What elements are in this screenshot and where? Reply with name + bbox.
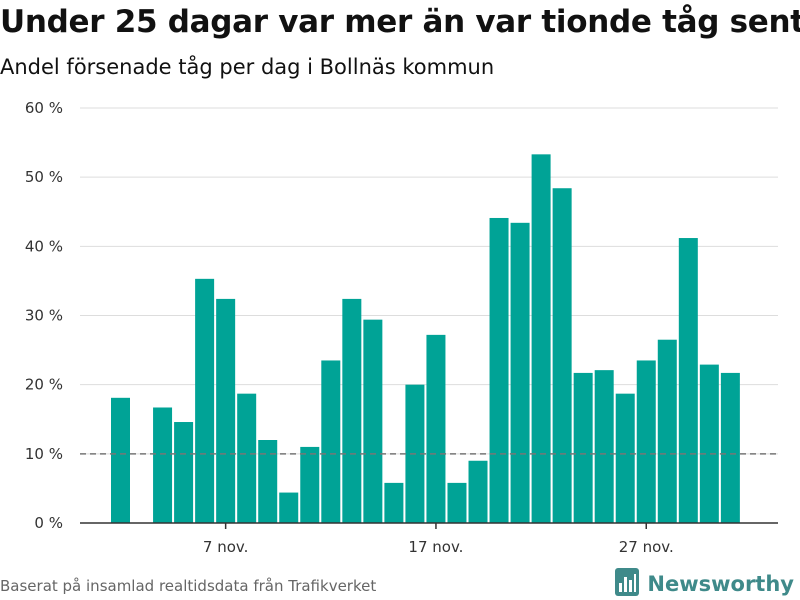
chart-bars-icon: [615, 568, 640, 600]
bar: [216, 298, 236, 523]
y-tick-label: 60 %: [25, 99, 63, 117]
bar: [636, 360, 656, 523]
bar: [447, 482, 467, 523]
x-tick-label: 27 nov.: [619, 538, 674, 556]
x-tick-label: 7 nov.: [203, 538, 248, 556]
bar: [657, 339, 677, 523]
y-axis-tick-labels: 0 % 10 % 20 % 30 % 40 % 50 % 60 %: [25, 99, 63, 532]
bar: [699, 364, 719, 523]
y-tick-label: 20 %: [25, 376, 63, 394]
bar: [426, 334, 446, 523]
x-axis-tick-labels: 7 nov. 17 nov. 27 nov.: [203, 538, 674, 556]
x-tick-label: 17 nov.: [408, 538, 463, 556]
bar: [531, 154, 551, 523]
bar: [468, 460, 488, 523]
bar: [489, 217, 509, 523]
brand-name: Newsworthy: [647, 572, 794, 596]
bar: [720, 372, 740, 523]
bar: [237, 393, 257, 523]
bar: [552, 188, 572, 523]
bar: [111, 397, 130, 523]
bar: [195, 278, 215, 523]
chart-title: Under 25 dagar var mer än var tionde tåg…: [0, 4, 800, 40]
bar: [153, 407, 173, 523]
bar: [321, 360, 341, 523]
y-tick-label: 30 %: [25, 307, 63, 325]
y-tick-label: 50 %: [25, 168, 63, 186]
bar: [384, 482, 404, 523]
bars: [111, 154, 740, 524]
bar: [342, 298, 362, 523]
bar: [300, 446, 320, 523]
y-tick-label: 0 %: [34, 514, 63, 532]
bar: [279, 492, 299, 523]
bar: [594, 370, 614, 523]
bar: [510, 222, 530, 524]
brand-logo: Newsworthy: [615, 568, 794, 600]
chart-subtitle: Andel försenade tåg per dag i Bollnäs ko…: [0, 55, 495, 79]
bar: [678, 238, 698, 524]
bar: [174, 422, 194, 523]
source-note: Baserat på insamlad realtidsdata från Tr…: [0, 577, 377, 595]
bar: [363, 319, 383, 523]
bar: [573, 372, 593, 523]
x-axis: [80, 522, 778, 529]
y-tick-label: 40 %: [25, 237, 63, 255]
bar: [615, 393, 635, 523]
bar: [258, 440, 278, 523]
y-tick-label: 10 %: [25, 445, 63, 463]
